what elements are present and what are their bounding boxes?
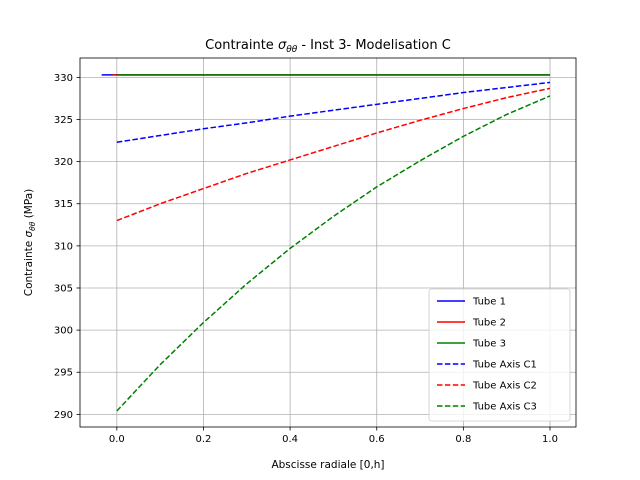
y-tick-label: 330 — [54, 73, 73, 84]
y-tick-label: 305 — [54, 283, 73, 294]
x-axis-label: Abscisse radiale [0,h] — [271, 459, 384, 471]
y-tick-label: 320 — [54, 157, 73, 168]
x-tick-label: 0.4 — [282, 434, 298, 445]
chart-title: Contrainte σθθ - Inst 3- Modelisation C — [205, 38, 451, 55]
ticks: 0.0 0.2 0.4 0.6 0.8 1.0 290 295 300 305 310 315 320 3… — [54, 73, 558, 445]
series-line-5 — [116, 87, 551, 222]
series-line-4 — [116, 81, 551, 143]
title-subscript: θθ — [286, 45, 298, 55]
legend-label: Tube 3 — [472, 339, 506, 350]
x-tick-label: 0.8 — [455, 434, 471, 445]
title-prefix: Contrainte — [205, 38, 278, 53]
series-line-6 — [116, 95, 551, 412]
legend-label: Tube Axis C2 — [472, 381, 537, 392]
grid — [80, 58, 576, 427]
legend-label: Tube 1 — [472, 297, 506, 308]
x-tick-label: 0.2 — [196, 434, 212, 445]
x-tick-label: 0.6 — [369, 434, 385, 445]
x-tick-label: 0.0 — [109, 434, 125, 445]
legend-label: Tube Axis C1 — [472, 360, 537, 371]
y-tick-label: 295 — [54, 368, 73, 379]
title-sigma: σ — [278, 38, 287, 53]
y-tick-label: 315 — [54, 199, 73, 210]
axes-frame — [79, 57, 577, 428]
ylabel-suffix: (MPa) — [23, 189, 35, 222]
y-tick-label: 325 — [54, 115, 73, 126]
legend: Tube 1 Tube 2 Tube 3 Tube Axis C1 Tube Axis … — [428, 288, 571, 422]
ylabel-subscript: θθ — [28, 221, 37, 231]
legend-label: Tube 2 — [472, 318, 506, 329]
legend-label: Tube Axis C3 — [472, 402, 537, 413]
ylabel-prefix: Contrainte — [23, 237, 35, 296]
y-axis-label: Contrainte σθθ (MPa) — [23, 189, 37, 297]
x-tick-label: 1.0 — [542, 434, 558, 445]
y-tick-label: 300 — [54, 326, 73, 337]
y-tick-label: 310 — [54, 241, 73, 252]
ylabel-sigma: σ — [23, 230, 35, 237]
plot-lines — [101, 74, 551, 412]
y-tick-label: 290 — [54, 410, 73, 421]
title-suffix: - Inst 3- Modelisation C — [297, 38, 451, 53]
